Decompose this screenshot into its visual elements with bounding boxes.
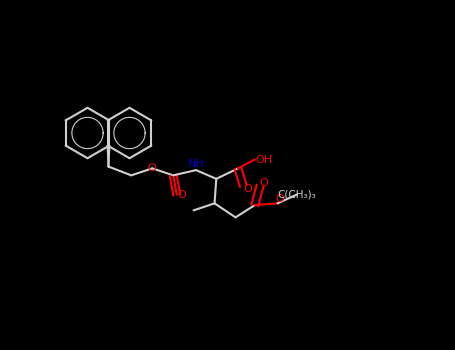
- Text: O: O: [275, 194, 283, 204]
- Text: O: O: [177, 190, 187, 200]
- Text: O: O: [148, 163, 157, 173]
- Text: NH: NH: [187, 159, 204, 169]
- Text: O: O: [260, 178, 268, 188]
- Text: O: O: [243, 184, 252, 194]
- Text: C(CH₃)₃: C(CH₃)₃: [278, 190, 316, 200]
- Text: OH: OH: [255, 155, 272, 164]
